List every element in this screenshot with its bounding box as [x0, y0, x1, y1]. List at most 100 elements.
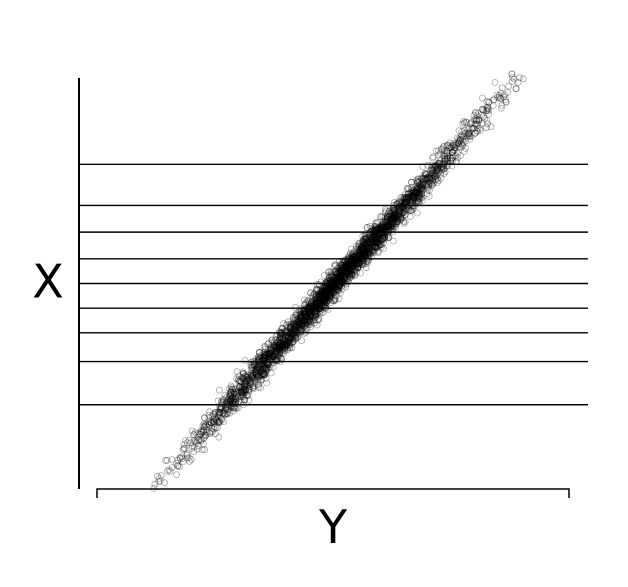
scatter-point: [371, 223, 379, 231]
scatter-point: [484, 120, 492, 128]
scatter-point: [235, 383, 243, 391]
scatter-point: [313, 294, 321, 302]
scatter-point: [304, 311, 312, 318]
scatter-point: [266, 349, 274, 357]
scatter-point: [390, 213, 398, 221]
scatter-point: [331, 261, 339, 269]
scatter-point: [430, 172, 438, 180]
scatter-point: [335, 278, 343, 286]
scatter-point: [284, 335, 292, 343]
scatter-point: [320, 287, 328, 295]
scatter-point: [421, 169, 429, 177]
scatter-point: [249, 365, 257, 373]
scatter-point: [484, 107, 492, 115]
scatter-point: [393, 220, 401, 228]
scatter-point: [388, 221, 396, 229]
scatter-point: [243, 378, 250, 385]
scatter-point: [249, 384, 257, 392]
scatter-point: [252, 365, 260, 373]
scatter-point: [258, 356, 266, 364]
scatter-point: [387, 223, 395, 231]
scatter-point: [232, 405, 240, 412]
scatter-point: [423, 181, 431, 189]
scatter-point: [375, 227, 383, 235]
scatter-point: [364, 256, 372, 264]
scatter-point: [339, 273, 347, 281]
scatter-point: [408, 188, 416, 196]
scatter-point: [212, 415, 220, 423]
scatter-point: [270, 342, 278, 350]
scatter-point: [187, 439, 195, 447]
scatter-point: [207, 427, 215, 435]
scatter-point: [306, 312, 314, 320]
scatter-point: [245, 385, 253, 393]
scatter-point: [459, 120, 467, 128]
scatter-point: [281, 341, 289, 349]
scatter-point: [340, 272, 348, 280]
scatter-point: [297, 311, 305, 319]
scatter-point: [327, 268, 335, 276]
scatter-point: [399, 203, 407, 211]
scatter-point: [396, 207, 404, 215]
scatter-point: [301, 317, 309, 324]
scatter-point: [312, 286, 320, 294]
scatter-point: [238, 374, 246, 381]
scatter-point: [302, 319, 310, 327]
scatter-point: [315, 315, 323, 323]
scatter-point: [462, 118, 470, 126]
scatter-point: [287, 331, 295, 339]
scatter-point: [314, 316, 321, 324]
scatter-point: [241, 383, 248, 391]
scatter-point: [431, 162, 439, 169]
scatter-point: [295, 322, 303, 330]
scatter-point: [200, 427, 208, 435]
scatter-point: [305, 309, 312, 316]
scatter-point: [273, 347, 281, 354]
scatter-point: [188, 442, 196, 450]
scatter-point: [440, 165, 447, 172]
scatter-point: [356, 269, 364, 277]
scatter-point: [205, 414, 213, 422]
scatter-point: [372, 220, 380, 228]
scatter-point: [236, 391, 244, 399]
scatter-point: [465, 129, 473, 137]
scatter-point: [324, 291, 332, 298]
scatter-point: [372, 230, 380, 238]
scatter-point: [394, 209, 402, 217]
scatter-point: [423, 173, 431, 181]
scatter-point: [299, 318, 307, 326]
scatter-point: [288, 331, 296, 339]
scatter-point: [187, 456, 195, 463]
scatter-point: [381, 218, 389, 226]
scatter-point: [244, 371, 252, 378]
scatter-point: [272, 339, 280, 347]
scatter-point: [357, 245, 365, 253]
scatter-point: [351, 254, 359, 262]
scatter-point: [376, 241, 384, 249]
scatter-point: [381, 235, 389, 243]
scatter-point: [241, 386, 249, 394]
scatter-point: [380, 223, 388, 231]
scatter-point: [253, 363, 261, 370]
scatter-point: [322, 278, 330, 286]
scatter-point: [362, 260, 370, 268]
scatter-point: [360, 245, 368, 253]
scatter-point: [243, 380, 251, 388]
scatter-point: [350, 253, 358, 261]
scatter-point: [318, 295, 326, 303]
scatter-point: [325, 293, 333, 301]
scatter-point: [480, 113, 488, 120]
scatter-point: [229, 394, 237, 402]
scatter-point: [261, 352, 269, 359]
scatter-point: [411, 192, 419, 200]
scatter-point: [391, 212, 399, 220]
scatter-point: [244, 392, 252, 400]
scatter-point: [269, 356, 277, 364]
scatter-point: [497, 90, 505, 97]
scatter-point: [508, 70, 516, 78]
scatter-point: [309, 305, 317, 313]
scatter-point: [384, 219, 392, 226]
scatter-point: [397, 213, 404, 221]
scatter-point: [340, 270, 348, 278]
scatter-point: [407, 206, 415, 214]
